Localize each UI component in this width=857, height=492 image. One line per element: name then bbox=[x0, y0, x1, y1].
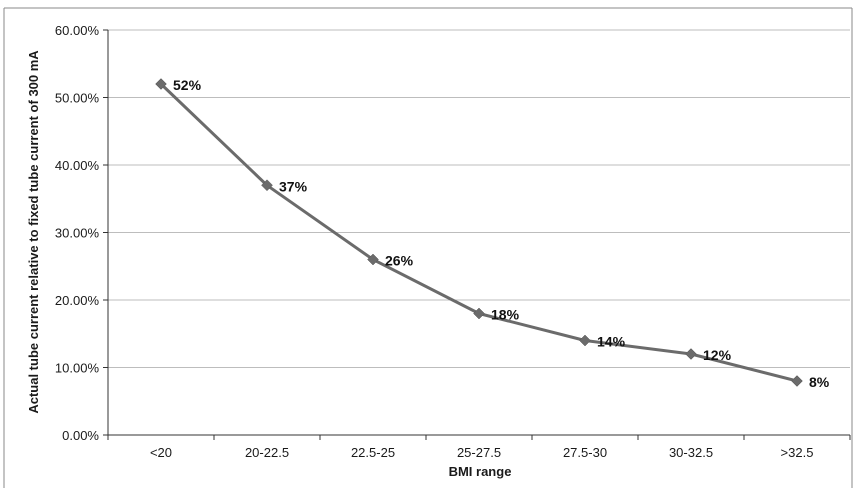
data-label: 18% bbox=[491, 307, 520, 323]
data-point-marker bbox=[579, 334, 591, 347]
data-point-marker bbox=[791, 375, 803, 387]
y-tick-label: 40.00% bbox=[55, 158, 100, 173]
y-tick-label: 50.00% bbox=[55, 91, 100, 106]
data-point-marker bbox=[261, 179, 273, 192]
y-tick-label: 0.00% bbox=[62, 428, 99, 443]
x-tick-label: 30-32.5 bbox=[669, 445, 713, 460]
y-tick-label: 60.00% bbox=[55, 23, 100, 38]
gridlines bbox=[108, 29, 850, 368]
y-axis-ticks: 0.00% 10.00% 20.00% 30.00% 40.00% 50.00% 60.00… bbox=[55, 23, 108, 443]
data-point-marker bbox=[473, 307, 485, 320]
data-label: 14% bbox=[597, 334, 626, 350]
data-point-marker bbox=[367, 253, 379, 266]
x-axis-title: BMI range bbox=[449, 464, 512, 479]
x-tick-label: 25-27.5 bbox=[457, 445, 501, 460]
y-tick-label: 20.00% bbox=[55, 293, 100, 308]
data-label: 52% bbox=[173, 77, 202, 93]
data-labels: 52% 37% 26% 18% 14% 12% 8% bbox=[173, 77, 830, 390]
data-markers bbox=[155, 78, 803, 387]
x-tick-label: 27.5-30 bbox=[563, 445, 607, 460]
x-tick-label: <20 bbox=[150, 445, 172, 460]
data-label: 37% bbox=[279, 178, 308, 194]
axes bbox=[107, 30, 850, 436]
x-tick-label: >32.5 bbox=[781, 445, 814, 460]
y-tick-label: 10.00% bbox=[55, 361, 100, 376]
y-axis-title: Actual tube current relative to fixed tu… bbox=[26, 50, 41, 414]
x-tick-label: 22.5-25 bbox=[351, 445, 395, 460]
y-tick-label: 30.00% bbox=[55, 226, 100, 241]
chart-frame bbox=[3, 7, 853, 488]
data-label: 26% bbox=[385, 253, 414, 269]
data-point-marker bbox=[155, 78, 167, 90]
data-point-marker bbox=[685, 348, 697, 360]
data-label: 12% bbox=[703, 347, 732, 363]
x-tick-label: 20-22.5 bbox=[245, 445, 289, 460]
data-label: 8% bbox=[809, 374, 830, 390]
x-axis-ticks: <20 20-22.5 22.5-25 25-27.5 27.5-30 30-32.5 >3… bbox=[107, 435, 851, 460]
